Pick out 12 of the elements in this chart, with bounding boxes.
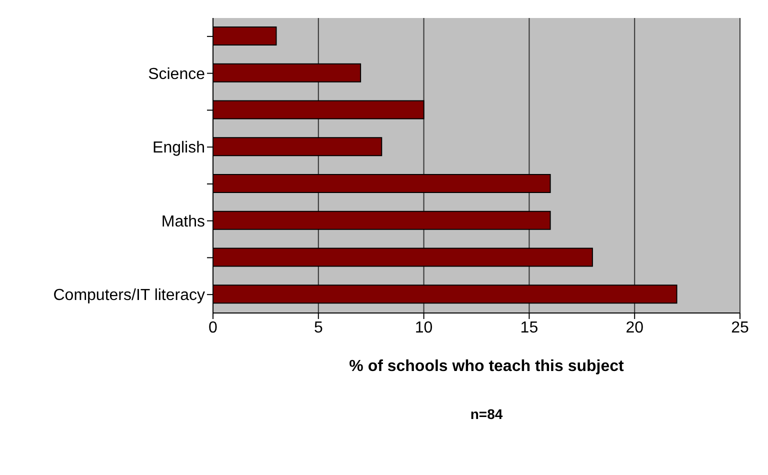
y-tick-label: English: [152, 140, 205, 157]
x-tick-label: 25: [731, 319, 749, 336]
x-tick-label: 15: [520, 319, 538, 336]
x-tick-label: 20: [626, 319, 644, 336]
y-tick-label: Science: [148, 66, 206, 83]
y-tick-label: Maths: [161, 213, 205, 230]
x-tick-label: 5: [314, 319, 323, 336]
text: n=84: [469, 406, 504, 422]
x-axis-title: % of schools who teach this subject: [348, 358, 625, 376]
x-tick-label: 0: [208, 319, 218, 336]
y-tick-label: Computers/IT literacy: [53, 287, 205, 304]
x-tick-label: 10: [414, 319, 433, 336]
